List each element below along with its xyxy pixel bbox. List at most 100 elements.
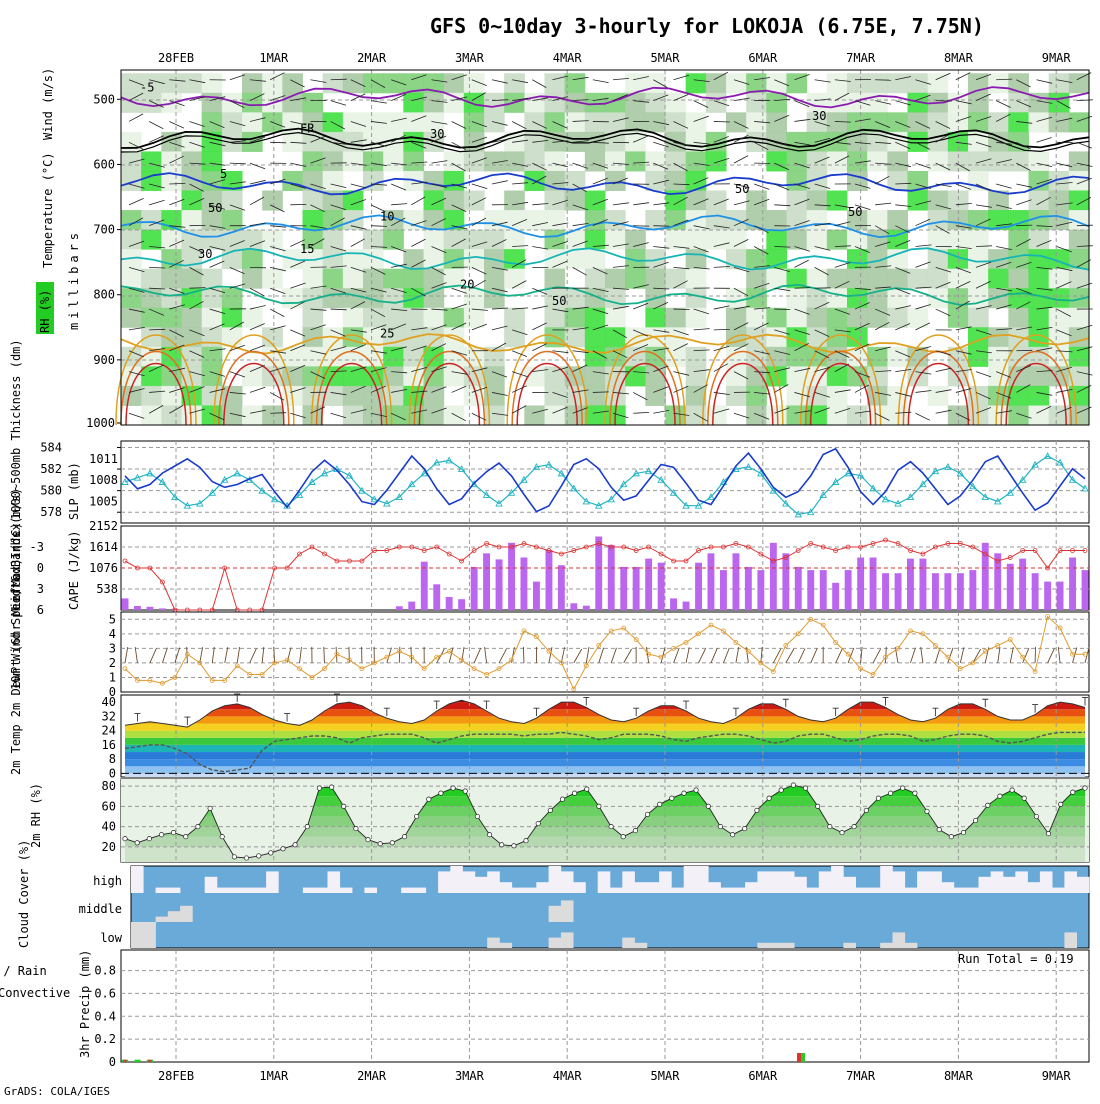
rh2m-point-67 — [937, 827, 941, 831]
rh2m-point-61 — [864, 808, 868, 812]
run-total: Run Total = 0.19 — [958, 952, 1074, 966]
cape-bar-3 — [159, 608, 166, 610]
temp-band-3 — [121, 752, 1089, 759]
cloud-high-54 — [794, 877, 807, 893]
cape-bar-44 — [670, 598, 677, 610]
rh-tick-20: 20 — [102, 840, 116, 854]
p1-ytick-600: 600 — [93, 157, 115, 171]
rh2m-point-16 — [317, 786, 321, 790]
temp-tick-32: 32 — [102, 709, 116, 723]
temp-tick-16: 16 — [102, 738, 116, 752]
precip-tick-0.4: 0.4 — [94, 1009, 116, 1023]
precip-total-1 — [134, 1060, 140, 1062]
cape-bar-23 — [408, 602, 415, 610]
rh2m-point-41 — [621, 835, 625, 839]
cloud-high-27 — [463, 871, 476, 893]
cape-bar-76 — [1069, 558, 1076, 611]
top-date-4MAR: 4MAR — [553, 51, 583, 65]
cape-label: CAPE (J/kg) — [67, 531, 81, 610]
cape-bar-58 — [845, 570, 852, 610]
li-tick-3: 3 — [37, 582, 44, 596]
rh2m-point-38 — [585, 787, 589, 791]
rh2m-point-0 — [123, 837, 127, 841]
cape-bar-67 — [957, 573, 964, 610]
precip-axis: 00.20.40.60.8 — [94, 964, 116, 1069]
precip-tick-0.2: 0.2 — [94, 1032, 116, 1046]
rh2m-point-28 — [463, 789, 467, 793]
cloud-low-76 — [1064, 932, 1077, 948]
bottom-date-9MAR: 9MAR — [1042, 1069, 1072, 1083]
cape-bar-65 — [932, 573, 939, 610]
cloud-high-45 — [684, 866, 697, 893]
slp-label: SLP (mb) — [67, 462, 81, 520]
top-date-5MAR: 5MAR — [651, 51, 681, 65]
temp-tick-24: 24 — [102, 724, 116, 738]
cape-bar-49 — [733, 553, 740, 610]
rh2m-point-18 — [342, 804, 346, 808]
rh2m-point-12 — [269, 851, 273, 855]
rh2m-point-26 — [439, 791, 443, 795]
rh2m-point-11 — [257, 854, 261, 858]
rh2m-point-47 — [694, 788, 698, 792]
cape-tick-1614: 1614 — [89, 540, 118, 554]
cape-bar-73 — [1032, 573, 1039, 610]
top-date-9MAR: 9MAR — [1042, 51, 1072, 65]
cloud-high-65 — [929, 871, 942, 893]
cape-bar-0 — [122, 598, 129, 610]
cloud-middle-3 — [168, 911, 181, 922]
cape-bar-35 — [558, 565, 565, 610]
cape-bar-62 — [895, 573, 902, 610]
cape-bar-33 — [533, 582, 540, 610]
rh-label-2: 30 — [198, 247, 212, 261]
rh2m-point-46 — [682, 791, 686, 795]
cape-tick-538: 538 — [96, 582, 118, 596]
rh2m-point-15 — [305, 824, 309, 828]
cloud-high-9 — [242, 888, 255, 893]
rh2m-point-21 — [378, 842, 382, 846]
cape-tick-1076: 1076 — [89, 561, 118, 575]
cape-bar-52 — [770, 543, 777, 610]
cloud-high-33 — [536, 882, 549, 893]
bottom-date-2MAR: 2MAR — [357, 1069, 387, 1083]
cape-bar-59 — [857, 558, 864, 611]
cloud-high-10 — [254, 888, 267, 893]
rh2m-point-7 — [208, 806, 212, 810]
rh2m-point-39 — [597, 804, 601, 808]
temp-contour-label-5: 20 — [460, 278, 474, 292]
cloud-high-39 — [610, 888, 623, 893]
cloud-low-35 — [561, 932, 574, 948]
cape-tick-2152: 2152 — [89, 519, 118, 533]
cape-bar-61 — [882, 573, 889, 610]
cape-bar-22 — [396, 606, 403, 610]
cloud-high-57 — [831, 866, 844, 893]
top-date-28FEB: 28FEB — [158, 51, 194, 65]
cloud-low-1 — [143, 922, 156, 948]
cloud-high-72 — [1015, 871, 1028, 893]
temperature-side-label: Temperature (°C) — [41, 152, 55, 268]
li-tick-6: 6 — [37, 603, 44, 617]
rh2m-point-74 — [1022, 796, 1026, 800]
wind-tick-2: 2 — [109, 656, 116, 670]
cloud-high-59 — [856, 888, 869, 893]
rh2m-point-40 — [609, 824, 613, 828]
cloud-high-63 — [905, 888, 918, 893]
cape-bar-40 — [620, 567, 627, 610]
rh2m-point-48 — [706, 804, 710, 808]
cape-bar-47 — [708, 553, 715, 610]
rh-tick-40: 40 — [102, 820, 116, 834]
cape-bar-39 — [608, 545, 615, 610]
rh2m-point-56 — [803, 786, 807, 790]
rh2m-point-43 — [645, 812, 649, 816]
rh2m-point-73 — [1010, 788, 1014, 792]
p1-ytick-1000: 1000 — [86, 416, 115, 430]
rh2m-point-57 — [816, 804, 820, 808]
precip-convective-label: Convective — [0, 986, 70, 1000]
cloud-high-71 — [1003, 877, 1016, 893]
precip-conv-2 — [148, 1060, 151, 1062]
cloud-high-25 — [438, 871, 451, 893]
cape-bar-1 — [134, 606, 141, 610]
